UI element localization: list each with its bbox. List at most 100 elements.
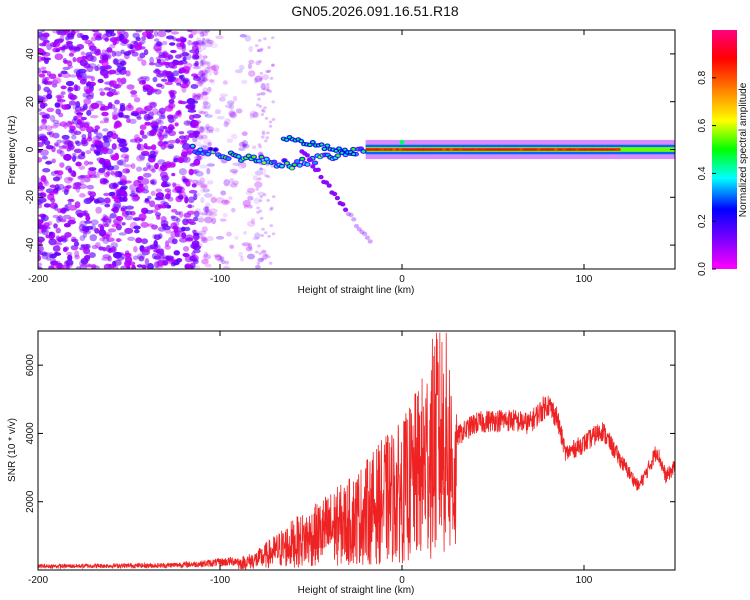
heatmap-cell: [110, 133, 119, 140]
heatmap-cell: [204, 206, 210, 213]
carrier-dot: [458, 148, 463, 151]
x-tick-label: 0: [399, 274, 405, 285]
heatmap-cell: [270, 63, 275, 67]
heatmap-cell: [67, 87, 74, 92]
carrier-dot: [567, 148, 572, 151]
heatmap-cell: [177, 109, 182, 115]
colorbar-gradient: [712, 30, 737, 269]
heatmap-cell: [257, 97, 261, 101]
heatmap-cell: [137, 56, 143, 62]
heatmap-cell: [199, 110, 206, 115]
heatmap-cell: [75, 72, 84, 78]
signal-blob-core: [285, 138, 289, 141]
heatmap-cell: [200, 60, 209, 65]
heatmap-cell: [38, 48, 45, 54]
heatmap-cell: [188, 114, 195, 121]
carrier-dot: [426, 148, 430, 151]
heatmap-cell: [38, 262, 43, 267]
heatmap-cell: [194, 141, 202, 147]
heatmap-cell: [194, 210, 200, 218]
heatmap-cell: [45, 256, 52, 261]
heatmap-cell: [74, 254, 80, 260]
heatmap-cell: [261, 227, 265, 231]
heatmap-cell: [109, 213, 117, 219]
heatmap-cell: [112, 114, 118, 121]
heatmap-cell: [38, 133, 47, 141]
signal-blob-core: [340, 151, 344, 154]
heatmap-cell: [256, 206, 260, 210]
carrier-dot: [464, 148, 469, 151]
heatmap-cell: [98, 88, 104, 92]
heatmap-cell: [241, 139, 249, 148]
heatmap-cell: [151, 124, 157, 129]
heatmap-cell: [199, 155, 207, 159]
heatmap-cell: [214, 127, 220, 133]
heatmap-cell: [114, 99, 120, 105]
heatmap-cell: [271, 63, 275, 67]
heatmap-cell: [268, 124, 273, 128]
heatmap-cell: [201, 91, 210, 95]
heatmap-cell: [160, 195, 166, 201]
signal-blob: [348, 212, 354, 218]
heatmap-cell: [80, 116, 87, 121]
heatmap-cell: [176, 43, 185, 50]
heatmap-cell: [68, 129, 75, 134]
heatmap-cell: [184, 263, 192, 269]
heatmap-cell: [200, 73, 209, 80]
x-tick-label: 100: [576, 274, 593, 285]
heatmap-cell: [228, 110, 236, 117]
heatmap-cell: [201, 62, 206, 68]
heatmap-cell: [164, 81, 173, 86]
heatmap-cell: [67, 144, 76, 150]
heatmap-cell: [200, 235, 206, 242]
heatmap-cell: [197, 47, 203, 53]
signal-blob-core: [257, 159, 261, 163]
signal-blob-core: [262, 161, 266, 164]
heatmap-cell: [65, 184, 72, 189]
heatmap-cell: [86, 184, 95, 190]
heatmap-cell: [202, 101, 212, 109]
heatmap-cell: [182, 252, 190, 258]
heatmap-cell: [260, 108, 265, 112]
signal-blob-core: [313, 161, 317, 165]
x-tick-label: 0: [399, 575, 405, 586]
colorbar-tick-label: 0.2: [697, 214, 708, 228]
heatmap-cell: [171, 31, 179, 35]
signal-blob-core: [285, 162, 289, 165]
heatmap-cell: [199, 30, 205, 38]
heatmap-cell: [203, 206, 209, 213]
heatmap-cell: [256, 93, 261, 97]
heatmap-cell: [256, 261, 261, 265]
heatmap-cell: [54, 242, 63, 246]
heatmap-cell: [204, 66, 211, 73]
heatmap-cell: [242, 143, 250, 149]
heatmap-cell: [173, 250, 181, 256]
carrier-dot: [392, 148, 396, 151]
heatmap-cell: [119, 146, 129, 153]
heatmap-cell: [63, 122, 68, 129]
heatmap-cell: [252, 236, 260, 241]
carrier-dot: [504, 148, 508, 151]
heatmap-cell: [136, 264, 143, 268]
heatmap-cell: [55, 143, 61, 148]
heatmap-cell: [229, 111, 237, 119]
heatmap-cell: [258, 252, 263, 256]
heatmap-cell: [60, 85, 67, 90]
heatmap-cell: [106, 170, 111, 176]
heatmap-cell: [202, 188, 211, 193]
heatmap-cell: [194, 155, 202, 161]
heatmap-cell: [200, 134, 208, 140]
heatmap-cell: [41, 70, 48, 74]
y-tick-label: 0: [25, 146, 36, 152]
heatmap-cell: [71, 134, 77, 140]
signal-blob-core: [351, 147, 356, 151]
heatmap-cell: [222, 265, 231, 269]
heatmap-cell: [168, 236, 176, 244]
heatmap-cell: [106, 165, 115, 171]
heatmap-cell: [110, 242, 119, 249]
heatmap-cell: [91, 245, 99, 250]
heatmap-cell: [169, 90, 175, 96]
heatmap-cell: [246, 187, 256, 193]
heatmap-cell: [155, 118, 162, 125]
heatmap-cell: [137, 77, 147, 83]
